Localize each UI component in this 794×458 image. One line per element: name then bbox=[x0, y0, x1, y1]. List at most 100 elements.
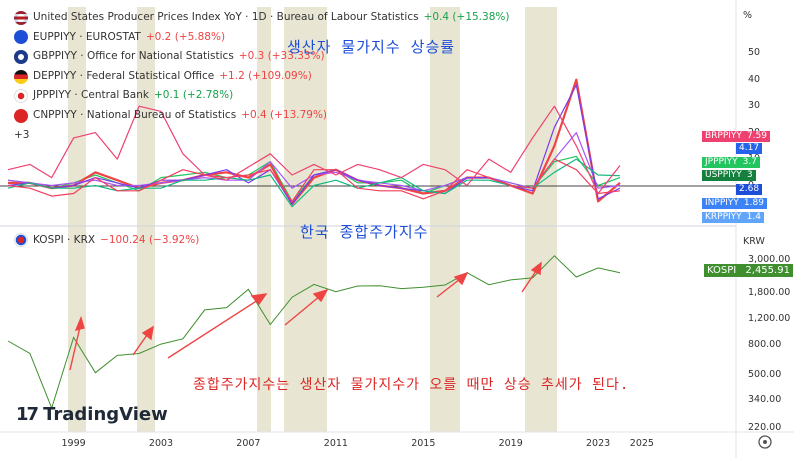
legend-more-count: +3 bbox=[14, 128, 30, 141]
legend-row-cn[interactable]: CNPPIYY · National Bureau of Statistics … bbox=[14, 106, 509, 126]
trend-arrow bbox=[521, 261, 542, 293]
highlight-band bbox=[430, 7, 460, 432]
series-badge-name: INPPIYY bbox=[705, 198, 739, 208]
time-axis[interactable]: 1999 2003 2007 2011 2015 2019 2023 2025 bbox=[62, 438, 654, 449]
jp-flag-icon bbox=[14, 89, 28, 104]
legend-row-us[interactable]: United States Producer Prices Index YoY … bbox=[14, 8, 509, 28]
ppi-annotation: 생산자 물가지수 상승률 bbox=[287, 38, 456, 56]
series-badge: INPPIYY 1.89 bbox=[702, 198, 767, 209]
y-tick-label: 340.00 bbox=[748, 393, 782, 405]
y-tick-label: 800.00 bbox=[748, 338, 782, 350]
series-badge: BRPPIYY 7.59 bbox=[702, 131, 770, 142]
series-badge: 4.17 bbox=[736, 143, 763, 154]
kospi-badge-name: KOSPI bbox=[707, 265, 737, 276]
uk-flag-icon bbox=[14, 49, 28, 64]
legend-change: +0.4 (+15.38%) bbox=[423, 11, 510, 23]
trend-arrow bbox=[436, 271, 469, 298]
trend-arrow bbox=[132, 325, 154, 356]
x-tick-label: 1999 bbox=[62, 438, 86, 449]
trend-arrows bbox=[69, 261, 542, 371]
x-tick-label: 2007 bbox=[236, 438, 260, 449]
series-badge: JPPPIYY 3.7 bbox=[702, 157, 760, 168]
settings-icon[interactable] bbox=[758, 435, 772, 449]
ppi-line-euppiyy[interactable] bbox=[8, 78, 621, 206]
series-badge-name: USPPIYY bbox=[705, 170, 742, 180]
kospi-legend-change: −100.24 (−3.92%) bbox=[100, 234, 200, 246]
watermark-text: TradingView bbox=[43, 404, 168, 425]
legend-label: United States Producer Prices Index YoY … bbox=[33, 11, 419, 23]
y-tick-label: 500.00 bbox=[748, 369, 782, 381]
tradingview-watermark: 17 TradingView bbox=[16, 404, 168, 425]
legend-change: +0.1 (+2.78%) bbox=[153, 89, 234, 102]
trend-arrow bbox=[167, 293, 268, 359]
axis-unit-bottom: KRW bbox=[743, 236, 765, 247]
trend-arrow bbox=[69, 315, 85, 371]
cn-flag-icon bbox=[14, 108, 28, 123]
y-tick-label: 1,200.00 bbox=[748, 312, 791, 324]
highlight-band bbox=[137, 7, 155, 432]
legend-label: EUPPIYY · EUROSTAT bbox=[33, 30, 141, 43]
us-flag-icon bbox=[14, 10, 28, 25]
y-tick-label: 220.00 bbox=[748, 422, 782, 433]
eu-flag-icon bbox=[14, 30, 28, 45]
highlight-band bbox=[284, 7, 327, 432]
ppi-series-group bbox=[7, 78, 621, 208]
kospi-annotation: 한국 종합주가지수 bbox=[300, 223, 429, 241]
legend-change: +1.2 (+109.09%) bbox=[219, 69, 312, 82]
ppi-line-brppiyy[interactable] bbox=[7, 105, 621, 195]
series-badge-name: BRPPIYY bbox=[705, 131, 742, 141]
de-flag-icon bbox=[14, 69, 28, 84]
legend-more[interactable]: +3 bbox=[14, 126, 509, 146]
y-tick-label: 3,000.00 bbox=[748, 253, 791, 265]
kospi-legend[interactable]: KOSPI · KRX −100.24 (−3.92%) bbox=[14, 233, 199, 247]
series-badge-value: 3 bbox=[746, 170, 753, 180]
series-badge: KRPPIYY 1.4 bbox=[702, 212, 764, 223]
y-tick-label: 1,800.00 bbox=[748, 286, 791, 298]
series-badge: USPPIYY 3 bbox=[702, 170, 756, 181]
highlight-band bbox=[257, 7, 271, 432]
series-badge-value: 7.59 bbox=[746, 131, 767, 141]
kospi-badge-value: 2,455.91 bbox=[745, 265, 790, 276]
series-badge-name: KRPPIYY bbox=[705, 212, 742, 222]
legend-label: GBPPIYY · Office for National Statistics bbox=[33, 50, 234, 63]
axis-unit-top: % bbox=[743, 10, 753, 21]
series-badge: 2.68 bbox=[736, 184, 763, 195]
y-tick-label: 30 bbox=[748, 100, 761, 112]
x-tick-label: 2015 bbox=[411, 438, 435, 449]
conclusion-annotation: 종합주가지수는 생산자 물가지수가 오를 때만 상승 추세가 된다. bbox=[193, 377, 630, 393]
legend-change: +0.3 (+33.33%) bbox=[238, 50, 325, 63]
legend-change: +0.4 (+13.79%) bbox=[241, 108, 328, 121]
series-badge-value: 2.68 bbox=[739, 184, 760, 194]
ppi-legend: United States Producer Prices Index YoY … bbox=[14, 8, 509, 145]
kr-flag-icon bbox=[14, 233, 28, 247]
x-tick-label: 2025 bbox=[630, 438, 654, 449]
ppi-line-deppiyy[interactable] bbox=[7, 84, 621, 205]
legend-row-jp[interactable]: JPPPIYY · Central Bank +0.1 (+2.78%) bbox=[14, 86, 509, 106]
legend-row-de[interactable]: DEPPIYY · Federal Statistical Office +1.… bbox=[14, 67, 509, 87]
legend-label: JPPPIYY · Central Bank bbox=[33, 89, 149, 102]
series-badge-name: JPPPIYY bbox=[705, 157, 738, 167]
x-tick-label: 2011 bbox=[324, 438, 348, 449]
legend-label: CNPPIYY · National Bureau of Statistics bbox=[33, 108, 237, 121]
y-tick-label: 50 bbox=[748, 47, 761, 59]
series-badge-value: 3.7 bbox=[742, 157, 757, 167]
x-tick-label: 2019 bbox=[499, 438, 523, 449]
x-tick-label: 2003 bbox=[149, 438, 173, 449]
series-badge-value: 1.4 bbox=[746, 212, 761, 222]
ppi-line-cnppiyy[interactable] bbox=[7, 158, 621, 202]
y-tick-label: 40 bbox=[748, 73, 761, 85]
kospi-line[interactable] bbox=[7, 255, 621, 410]
trend-arrow bbox=[284, 288, 329, 326]
legend-row-eu[interactable]: EUPPIYY · EUROSTAT +0.2 (+5.88%) bbox=[14, 28, 509, 48]
legend-row-uk[interactable]: GBPPIYY · Office for National Statistics… bbox=[14, 47, 509, 67]
kospi-legend-label: KOSPI · KRX bbox=[33, 234, 96, 246]
highlight-bands bbox=[68, 7, 557, 432]
legend-label: DEPPIYY · Federal Statistical Office bbox=[33, 69, 215, 82]
series-badge-value: 4.17 bbox=[739, 143, 760, 153]
kospi-badge: KOSPI 2,455.91 bbox=[704, 264, 793, 277]
kospi-series-group bbox=[7, 255, 621, 410]
x-tick-label: 2023 bbox=[586, 438, 610, 449]
highlight-band bbox=[525, 7, 557, 432]
legend-change: +0.2 (+5.88%) bbox=[145, 30, 226, 43]
